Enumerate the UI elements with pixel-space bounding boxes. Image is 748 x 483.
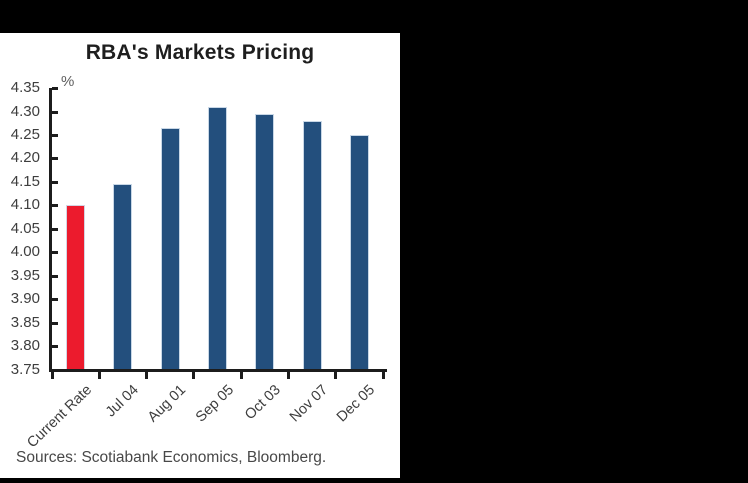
y-tick-label: 3.80: [10, 337, 40, 354]
y-tick-label: 4.35: [10, 79, 40, 96]
y-tick: [52, 321, 58, 325]
x-axis-label-text: Dec 05: [334, 382, 379, 426]
y-tick-label: 4.10: [10, 196, 40, 214]
bar-nov-07: [302, 120, 322, 371]
x-axis-label-text: Sep 05: [192, 382, 237, 426]
chart-panel: RBA's Markets Pricing % 4.35 4.30 4.25 4.20…: [0, 33, 400, 478]
x-axis-line: [49, 369, 387, 372]
bar-jul-04: [113, 184, 133, 371]
sources-caption: Sources: Scotiabank Economics, Bloomberg…: [16, 449, 327, 466]
x-tick: [145, 372, 149, 379]
x-tick: [192, 372, 196, 379]
y-tick: [52, 298, 58, 302]
y-tick-label: 4.00: [10, 243, 40, 261]
y-tick-label: 3.95: [10, 266, 40, 284]
bar-aug-01: [160, 127, 180, 371]
y-tick: [52, 345, 58, 348]
bar-dec-05: [349, 134, 369, 371]
x-tick: [286, 372, 290, 379]
y-tick-label: 3.75: [10, 360, 40, 378]
y-tick-label: 3.90: [10, 290, 40, 308]
y-tick: [52, 180, 58, 184]
y-tick-label: 4.15: [10, 172, 40, 190]
y-tick-label: 4.05: [10, 219, 40, 237]
x-tick: [97, 372, 101, 379]
y-tick: [52, 87, 58, 90]
y-tick-label: 4.30: [10, 102, 40, 120]
y-tick: [52, 110, 58, 114]
x-axis-label-text: Aug 01: [145, 382, 190, 426]
y-tick-label: 3.85: [10, 313, 40, 331]
chart-title: RBA's Markets Pricing: [85, 41, 315, 64]
y-tick: [52, 204, 58, 208]
x-tick: [239, 372, 243, 379]
x-tick: [50, 372, 54, 379]
y-tick: [52, 274, 58, 278]
y-tick: [52, 157, 58, 161]
y-tick: [52, 227, 58, 231]
bar-oct-03: [255, 113, 275, 371]
y-tick-label: 4.25: [10, 125, 40, 143]
bar-current-rate: [66, 205, 86, 371]
x-axis-label-text: Nov 07: [287, 382, 332, 426]
x-tick: [334, 372, 338, 379]
bar-sep-05: [208, 106, 227, 371]
y-axis-line: [49, 88, 52, 372]
x-axis-label-text: Current Rate: [23, 382, 95, 452]
y-tick: [52, 133, 58, 137]
x-tick: [381, 372, 385, 379]
y-tick: [52, 251, 58, 255]
x-axis-label-text: Jul 04: [103, 382, 143, 421]
y-axis-unit-label: %: [61, 73, 75, 90]
y-tick-label: 4.20: [10, 149, 40, 167]
y-tick: [52, 368, 58, 372]
x-axis-label-text: Oct 03: [242, 382, 284, 424]
